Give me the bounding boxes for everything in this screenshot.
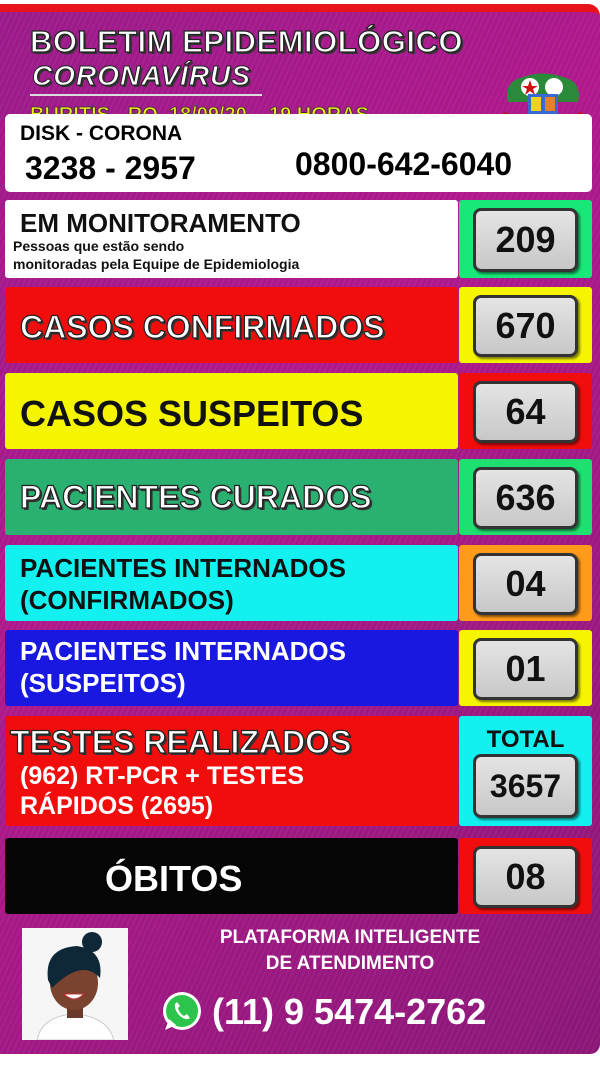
whatsapp-icon bbox=[163, 992, 201, 1030]
hospitalized-confirmed-label: PACIENTES INTERNADOS bbox=[20, 553, 346, 583]
monitoring-value: 209 bbox=[473, 208, 578, 272]
disk-corona-box: DISK - CORONA 3238 - 2957 0800-642-6040 bbox=[5, 114, 592, 192]
monitoring-row: EM MONITORAMENTO Pessoas que estão sendo… bbox=[5, 200, 592, 278]
deaths-row: ÓBITOS 08 bbox=[5, 838, 592, 914]
tests-row: TESTES REALIZADOS (962) RT-PCR + TESTES … bbox=[5, 716, 592, 826]
monitoring-desc-1: Pessoas que estão sendo bbox=[13, 238, 185, 254]
disk-phone-tollfree[interactable]: 0800-642-6040 bbox=[295, 146, 513, 182]
hospitalized-suspected-label: PACIENTES INTERNADOS bbox=[20, 636, 346, 666]
monitoring-label: EM MONITORAMENTO bbox=[20, 208, 301, 238]
confirmed-row: CASOS CONFIRMADOS 670 bbox=[5, 287, 592, 363]
recovered-label: PACIENTES CURADOS bbox=[19, 478, 372, 515]
hospitalized-confirmed-row: PACIENTES INTERNADOS (CONFIRMADOS) 04 bbox=[5, 545, 592, 621]
suspected-row: CASOS SUSPEITOS 64 bbox=[5, 373, 592, 449]
suspected-label: CASOS SUSPEITOS bbox=[20, 393, 364, 434]
confirmed-label: CASOS CONFIRMADOS bbox=[19, 308, 385, 345]
whatsapp-contact[interactable]: (11) 9 5474-2762 bbox=[160, 990, 486, 1034]
hospitalized-confirmed-sublabel: (CONFIRMADOS) bbox=[20, 585, 234, 615]
disk-label: DISK - CORONA bbox=[20, 122, 183, 145]
platform-title: PLATAFORMA INTELIGENTE DE ATENDIMENTO bbox=[219, 927, 481, 974]
recovered-value: 636 bbox=[473, 467, 578, 529]
hospitalized-suspected-sublabel: (SUSPEITOS) bbox=[20, 668, 186, 698]
hospitalized-confirmed-value: 04 bbox=[473, 553, 578, 615]
hospitalized-suspected-value: 01 bbox=[473, 638, 578, 700]
tests-total-label: TOTAL bbox=[486, 726, 565, 753]
disk-phone-local[interactable]: 3238 - 2957 bbox=[25, 150, 196, 186]
deaths-label: ÓBITOS bbox=[105, 858, 243, 899]
divider bbox=[30, 94, 262, 96]
suspected-value: 64 bbox=[473, 381, 578, 443]
tests-detail-1: (962) RT-PCR + TESTES bbox=[20, 762, 305, 790]
tests-detail-2: RÁPIDOS (2695) bbox=[20, 792, 214, 820]
recovered-row: PACIENTES CURADOS 636 bbox=[5, 459, 592, 535]
doctor-avatar-illustration bbox=[22, 928, 128, 1040]
tests-label: TESTES REALIZADOS bbox=[9, 723, 352, 760]
hospitalized-suspected-row: PACIENTES INTERNADOS (SUSPEITOS) 01 bbox=[5, 630, 592, 706]
whatsapp-number: (11) 9 5474-2762 bbox=[212, 991, 487, 1032]
tests-total-value: 3657 bbox=[473, 754, 578, 818]
confirmed-value: 670 bbox=[473, 295, 578, 357]
bulletin-subtitle: CORONAVÍRUS bbox=[32, 60, 251, 92]
bulletin-title: BOLETIM EPIDEMIOLÓGICO bbox=[29, 23, 463, 59]
deaths-value: 08 bbox=[473, 846, 578, 908]
monitoring-desc-2: monitoradas pela Equipe de Epidemiologia bbox=[13, 256, 300, 272]
